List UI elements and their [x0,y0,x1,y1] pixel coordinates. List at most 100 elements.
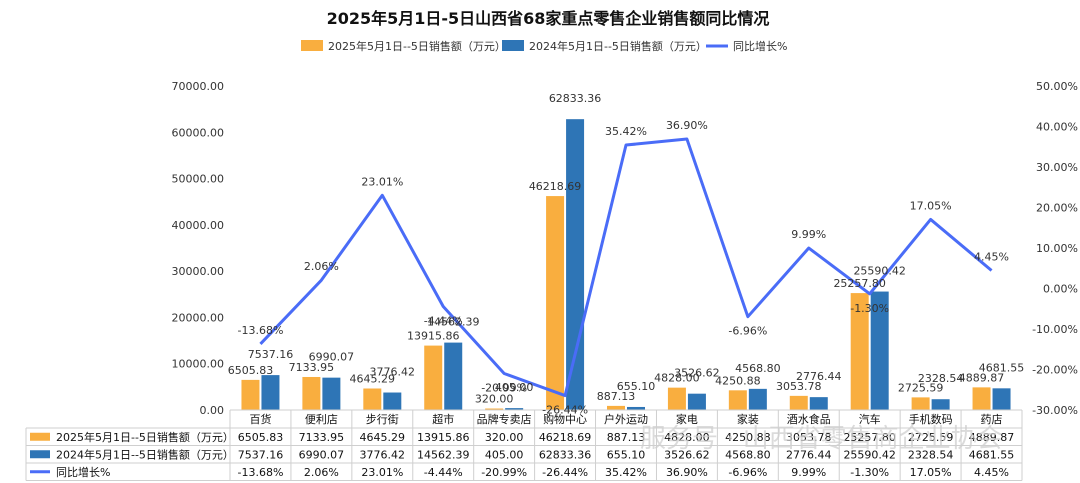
category-label: 家电 [676,412,698,426]
bar-2024-label: 3776.42 [370,366,416,379]
bar-2024 [566,119,585,411]
bar-2025-label: 46218.69 [529,180,582,193]
table-cell: 2776.44 [786,448,832,461]
table-cell: 2725.59 [908,431,954,444]
bar-2025 [972,387,991,410]
bar-2025 [911,397,930,410]
bar-2025 [728,390,747,410]
bar-2024-label: 655.10 [617,380,656,393]
bar-2024 [383,392,402,410]
right-tick-label: 30.00% [1036,161,1078,174]
table-row-header: 2025年5月1日--5日销售额（万元） [56,430,234,444]
left-tick-label: 70000.00 [172,80,225,93]
bar-2025-label: 6505.83 [228,364,274,377]
table-cell: -26.44% [542,466,588,479]
right-tick-label: -10.00% [1032,323,1078,336]
right-tick-label: 0.00% [1043,283,1078,296]
right-tick-label: 20.00% [1036,202,1078,215]
yoy-label: 17.05% [910,199,952,212]
table-cell: 23.01% [361,466,403,479]
table-cell: 655.10 [607,448,646,461]
left-tick-label: 40000.00 [172,219,225,232]
bar-2025-label: 4250.88 [715,374,761,387]
bar-2025 [302,376,321,410]
bar-2024 [261,375,280,410]
right-tick-label: 50.00% [1036,80,1078,93]
table-cell: 2328.54 [908,448,954,461]
right-tick-label: 10.00% [1036,242,1078,255]
bar-2024 [809,397,828,410]
table-cell: -20.99% [481,466,527,479]
yoy-label: 4.45% [974,250,1009,263]
bar-2024 [444,342,463,410]
table-cell: 2.06% [304,466,339,479]
table-cell: 6990.07 [299,448,345,461]
bar-2024 [870,291,889,410]
legend-swatch-2024 [502,40,524,51]
yoy-line [259,137,993,398]
watermark: 服务号 · 山西省零售商企业协会 [640,424,1003,454]
yoy-label: -6.96% [728,325,767,338]
bar-2025-label: 4889.87 [959,371,1005,384]
table-cell: 25590.42 [843,448,896,461]
bar-2024-label: 2776.44 [796,370,842,383]
bar-2025-label: 887.13 [597,390,636,403]
bar-2024 [627,406,645,410]
table-cell: 3526.62 [664,448,710,461]
category-label: 药店 [981,412,1003,426]
left-tick-label: 0.00 [200,404,225,417]
bar-2025 [485,408,504,410]
bar-2025-label: 3053.78 [776,380,822,393]
left-tick-label: 10000.00 [172,358,225,371]
table-cell: -1.30% [850,466,889,479]
bar-2025-label: 4645.29 [350,372,396,385]
bar-2024-label: 3526.62 [674,367,720,380]
bar-2024 [322,377,341,410]
category-label: 购物中心 [543,412,587,426]
table-cell: 3776.42 [360,448,406,461]
bar-2025-label: 7133.95 [289,361,335,374]
bar-2024-label: 6990.07 [309,351,355,364]
yoy-label: -4.44% [424,314,463,327]
category-label: 百货 [249,412,271,426]
yoy-label: 36.90% [666,119,708,132]
right-tick-label: -30.00% [1032,404,1078,417]
table-row-header: 2024年5月1日--5日销售额（万元） [56,447,234,461]
legend-label-2025: 2025年5月1日--5日销售额（万元） [328,39,506,53]
table-cell: 62833.36 [539,448,592,461]
table-cell: 4645.29 [360,431,406,444]
table-cell: 4.45% [974,466,1009,479]
bar-2024-label: 2328.54 [918,372,964,385]
table-cell: 14562.39 [417,448,470,461]
bar-2025-label: 2725.59 [898,381,944,394]
category-label: 户外运动 [604,412,648,426]
yoy-label: 35.42% [605,125,647,138]
left-tick-label: 60000.00 [172,126,225,139]
table-legend-key [30,450,50,459]
left-tick-label: 20000.00 [172,311,225,324]
right-axis: -30.00% -20.00% -10.00% 0.00% 10.00% 20.00% 30… [1032,80,1078,417]
bar-2025 [850,293,869,410]
yoy-line-layer [259,137,993,398]
table-cell: 25257.80 [843,431,896,444]
table-cell: 6505.83 [238,431,284,444]
table-cell: -4.44% [424,466,463,479]
bar-2025-label: 25257.80 [833,277,886,290]
table-legend-key [30,432,50,441]
yoy-label: -20.99% [481,382,527,395]
category-label: 手机数码 [909,412,953,426]
table-cell: -13.68% [238,466,284,479]
bar-2024-label: 4681.55 [979,361,1025,374]
data-table: 百货 便利店 步行街 超市 品牌专卖店 购物中心 户外运动 家电 家装 酒水食品 汽车 手机数码 药店 2… [25,410,1023,481]
bar-2025 [789,395,808,410]
legend-label-2024: 2024年5月1日--5日销售额（万元） [529,39,707,53]
bar-2024 [992,388,1011,410]
table-cell: 3053.78 [786,431,832,444]
bar-2024 [931,399,950,410]
bar-2024-label: 25590.42 [853,265,906,278]
legend: 2025年5月1日--5日销售额（万元） 2024年5月1日--5日销售额（万元… [301,39,787,53]
category-label: 酒水食品 [787,412,831,426]
bar-2025-label: 320.00 [475,393,514,406]
